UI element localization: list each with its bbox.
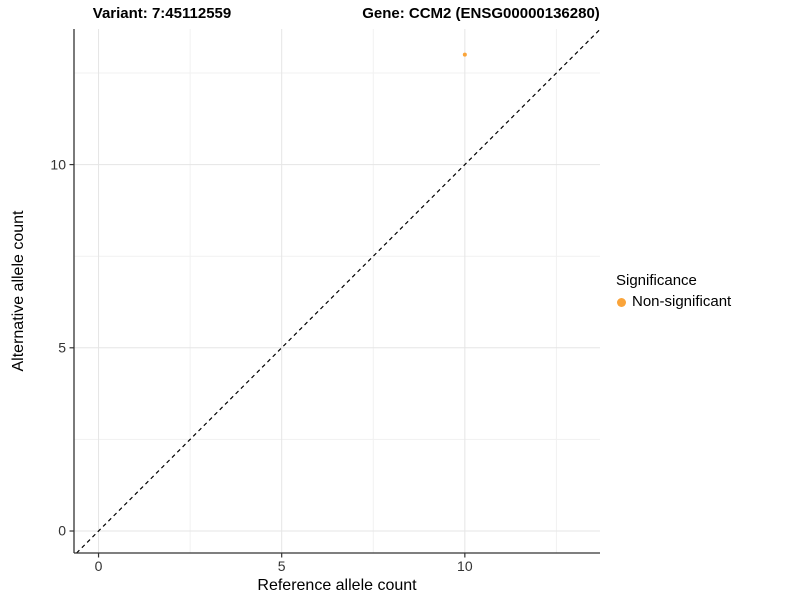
identity-reference-line bbox=[76, 28, 601, 554]
legend-entry-label: Non-significant bbox=[632, 293, 732, 310]
legend: Significance Non-significant bbox=[616, 272, 731, 310]
x-tick-label: 0 bbox=[94, 558, 103, 574]
plot-title-gene: Gene: CCM2 (ENSG00000136280) bbox=[362, 5, 600, 22]
y-tick-label: 5 bbox=[58, 339, 66, 356]
legend-entry: Non-significant bbox=[616, 293, 731, 310]
x-tick-label: 10 bbox=[457, 558, 473, 574]
y-tick-label: 10 bbox=[50, 156, 66, 173]
x-tick-label: 5 bbox=[277, 558, 286, 574]
y-tick-label: 0 bbox=[58, 522, 66, 539]
data-point bbox=[462, 52, 467, 57]
plot-title-variant: Variant: 7:45112559 bbox=[92, 5, 232, 22]
legend-key-dot-icon bbox=[617, 297, 626, 307]
x-axis-title: Reference allele count bbox=[257, 577, 417, 594]
legend-title: Significance bbox=[616, 272, 697, 289]
